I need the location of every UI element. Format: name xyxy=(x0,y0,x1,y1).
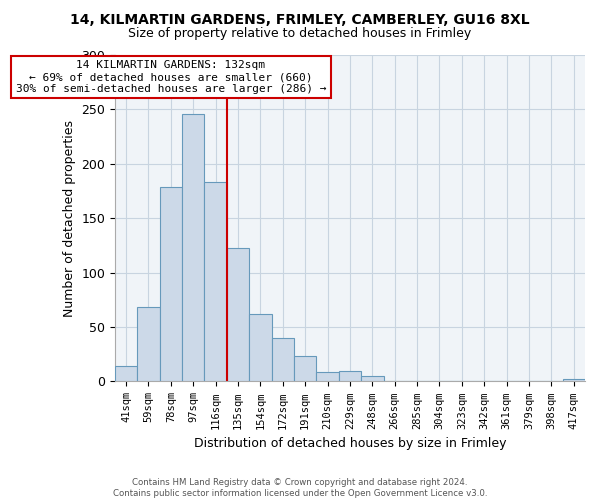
Y-axis label: Number of detached properties: Number of detached properties xyxy=(63,120,76,316)
Bar xyxy=(115,366,137,382)
Bar xyxy=(272,338,294,382)
Bar xyxy=(563,380,585,382)
Bar xyxy=(182,114,205,382)
Bar xyxy=(137,308,160,382)
Text: 14 KILMARTIN GARDENS: 132sqm
← 69% of detached houses are smaller (660)
30% of s: 14 KILMARTIN GARDENS: 132sqm ← 69% of de… xyxy=(16,60,326,94)
Bar xyxy=(249,314,272,382)
Bar xyxy=(294,356,316,382)
Bar xyxy=(339,370,361,382)
Text: 14, KILMARTIN GARDENS, FRIMLEY, CAMBERLEY, GU16 8XL: 14, KILMARTIN GARDENS, FRIMLEY, CAMBERLE… xyxy=(70,12,530,26)
Bar xyxy=(361,376,383,382)
Bar xyxy=(227,248,249,382)
Bar xyxy=(316,372,339,382)
Text: Contains HM Land Registry data © Crown copyright and database right 2024.
Contai: Contains HM Land Registry data © Crown c… xyxy=(113,478,487,498)
Text: Size of property relative to detached houses in Frimley: Size of property relative to detached ho… xyxy=(128,28,472,40)
Bar xyxy=(160,186,182,382)
X-axis label: Distribution of detached houses by size in Frimley: Distribution of detached houses by size … xyxy=(194,437,506,450)
Bar xyxy=(205,182,227,382)
